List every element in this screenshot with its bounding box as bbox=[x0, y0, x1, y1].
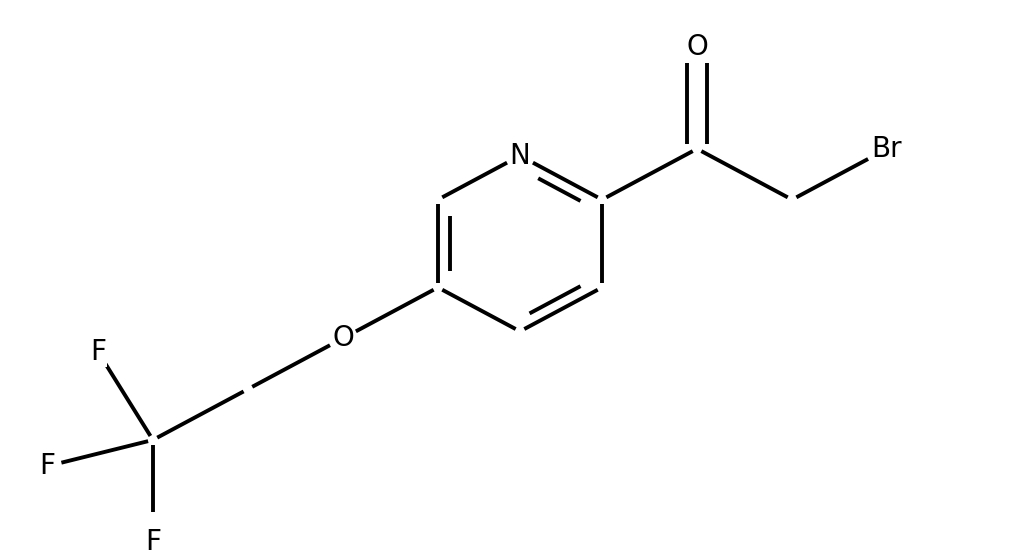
Text: F: F bbox=[144, 528, 161, 552]
Text: O: O bbox=[686, 33, 708, 61]
Text: N: N bbox=[510, 142, 530, 170]
Text: F: F bbox=[90, 338, 106, 366]
Text: O: O bbox=[332, 324, 354, 352]
Text: F: F bbox=[39, 452, 55, 480]
Text: Br: Br bbox=[872, 135, 902, 163]
